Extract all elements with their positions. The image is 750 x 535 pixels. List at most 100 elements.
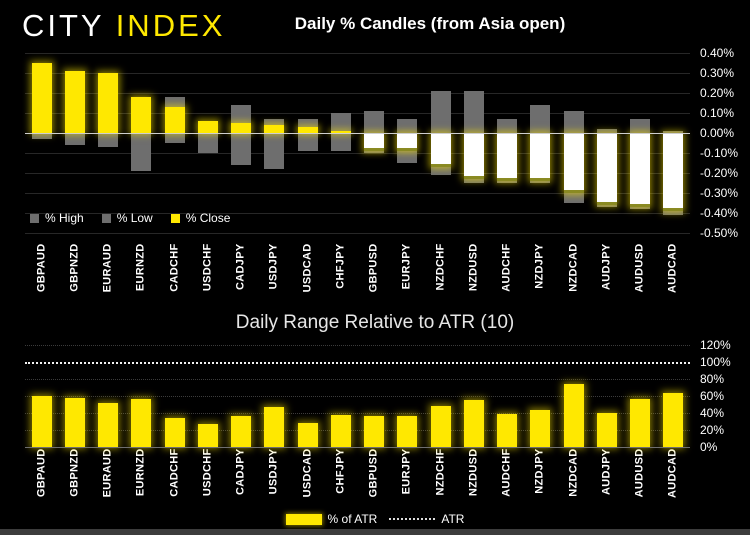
gridline-0.00% xyxy=(25,133,690,134)
bottom-chart-title: Daily Range Relative to ATR (10) xyxy=(0,312,750,334)
candle-close-NZDCAD xyxy=(564,133,584,193)
atr-bar-GBPNZD xyxy=(65,398,85,447)
atr-bar-AUDCAD xyxy=(663,393,683,447)
candle-close-NZDJPY xyxy=(530,133,550,181)
y-axis-tick-label: 0.30% xyxy=(700,66,748,80)
candle-close-NZDCHF xyxy=(431,133,451,167)
atr-gridline-0% xyxy=(25,447,690,448)
gridline--0.50% xyxy=(25,233,690,234)
x-axis-label-EURJPY: EURJPY xyxy=(401,449,414,507)
candle-close-EURJPY xyxy=(397,133,417,151)
atr-bar-GBPUSD xyxy=(364,416,384,447)
x-axis-label-EURAUD: EURAUD xyxy=(102,244,115,302)
bottom-atr-chart xyxy=(25,345,690,447)
x-axis-label-CHFJPY: CHFJPY xyxy=(334,244,347,302)
legend-item-low: % Low xyxy=(102,211,153,225)
x-axis-label-CADJPY: CADJPY xyxy=(235,449,248,507)
candle-low-USDJPY xyxy=(264,133,284,169)
gridline--0.30% xyxy=(25,193,690,194)
candle-close-AUDUSD xyxy=(630,133,650,207)
x-axis-label-AUDUSD: AUDUSD xyxy=(634,449,647,507)
y-axis-tick-label: -0.40% xyxy=(700,206,748,220)
y-axis-tick-label: 0% xyxy=(700,440,748,454)
x-axis-label-NZDCAD: NZDCAD xyxy=(567,449,580,507)
candle-low-CADJPY xyxy=(231,133,251,165)
x-axis-label-GBPUSD: GBPUSD xyxy=(368,244,381,302)
legend-item-high: % High xyxy=(30,211,84,225)
atr-gridline-120% xyxy=(25,345,690,346)
candle-low-CHFJPY xyxy=(331,133,351,151)
y-axis-tick-label: -0.30% xyxy=(700,186,748,200)
bottom-chart-legend: % of ATR ATR xyxy=(0,512,750,526)
bottom-border-strip xyxy=(0,529,750,535)
atr-bar-NZDCHF xyxy=(431,406,451,447)
legend-low-label: % Low xyxy=(117,211,153,225)
x-axis-label-USDCHF: USDCHF xyxy=(201,244,214,302)
x-axis-label-AUDUSD: AUDUSD xyxy=(634,244,647,302)
logo-city-text: CITY xyxy=(22,8,104,43)
atr-bar-USDCHF xyxy=(198,424,218,447)
high-swatch-icon xyxy=(30,214,39,223)
city-index-logo: CITY INDEX xyxy=(22,8,225,44)
x-axis-label-CADJPY: CADJPY xyxy=(235,244,248,302)
atr-gridline-80% xyxy=(25,379,690,380)
x-axis-label-NZDCAD: NZDCAD xyxy=(567,244,580,302)
y-axis-tick-label: 0.40% xyxy=(700,46,748,60)
y-axis-tick-label: 40% xyxy=(700,406,748,420)
candle-close-AUDCHF xyxy=(497,133,517,181)
candle-high-NZDCAD xyxy=(564,111,584,133)
atr-dotted-line-icon xyxy=(389,518,435,520)
x-axis-label-NZDJPY: NZDJPY xyxy=(534,244,547,302)
legend-item-pct-of-atr: % of ATR xyxy=(286,512,378,526)
legend-item-close: % Close xyxy=(171,211,231,225)
gridline-0.30% xyxy=(25,73,690,74)
candle-high-CHFJPY xyxy=(331,113,351,133)
atr-bar-AUDCHF xyxy=(497,414,517,447)
atr-bar-EURNZD xyxy=(131,399,151,447)
gridline--0.10% xyxy=(25,153,690,154)
atr-gridline-20% xyxy=(25,430,690,431)
candle-close-EURNZD xyxy=(131,97,151,133)
candle-close-EURAUD xyxy=(98,73,118,133)
candle-high-EURJPY xyxy=(397,119,417,133)
y-axis-tick-label: 80% xyxy=(700,372,748,386)
candle-close-CADJPY xyxy=(231,123,251,133)
dashboard-canvas: CITY INDEX Daily % Candles (from Asia op… xyxy=(0,0,750,535)
y-axis-tick-label: 0.10% xyxy=(700,106,748,120)
atr-reference-line xyxy=(25,362,690,364)
atr-bar-CHFJPY xyxy=(331,415,351,447)
top-chart-title: Daily % Candles (from Asia open) xyxy=(230,14,630,34)
x-axis-label-GBPUSD: GBPUSD xyxy=(368,449,381,507)
candle-low-EURAUD xyxy=(98,133,118,147)
close-swatch-icon xyxy=(171,214,180,223)
x-axis-label-EURJPY: EURJPY xyxy=(401,244,414,302)
x-axis-label-EURAUD: EURAUD xyxy=(102,449,115,507)
x-axis-label-AUDJPY: AUDJPY xyxy=(600,244,613,302)
x-axis-label-GBPAUD: GBPAUD xyxy=(35,449,48,507)
candle-high-NZDJPY xyxy=(530,105,550,133)
x-axis-label-AUDCAD: AUDCAD xyxy=(667,449,680,507)
x-axis-label-NZDCHF: NZDCHF xyxy=(434,449,447,507)
x-axis-label-GBPNZD: GBPNZD xyxy=(68,449,81,507)
y-axis-tick-label: 60% xyxy=(700,389,748,403)
low-swatch-icon xyxy=(102,214,111,223)
atr-bar-swatch-icon xyxy=(286,514,322,525)
y-axis-tick-label: -0.50% xyxy=(700,226,748,240)
x-axis-label-USDCHF: USDCHF xyxy=(201,449,214,507)
legend-item-atr: ATR xyxy=(389,512,464,526)
logo-index-text: INDEX xyxy=(116,8,226,43)
x-axis-label-EURNZD: EURNZD xyxy=(135,449,148,507)
gridline-0.20% xyxy=(25,93,690,94)
candle-high-GBPUSD xyxy=(364,111,384,133)
x-axis-label-USDCAD: USDCAD xyxy=(301,449,314,507)
candle-close-USDCHF xyxy=(198,121,218,133)
candle-close-GBPUSD xyxy=(364,133,384,151)
x-axis-label-NZDUSD: NZDUSD xyxy=(467,449,480,507)
y-axis-tick-label: 0.20% xyxy=(700,86,748,100)
candle-high-AUDUSD xyxy=(630,119,650,133)
y-axis-tick-label: 0.00% xyxy=(700,126,748,140)
atr-bar-NZDJPY xyxy=(530,410,550,447)
candle-low-CADCHF xyxy=(165,133,185,143)
x-axis-label-AUDCAD: AUDCAD xyxy=(667,244,680,302)
x-axis-label-USDCAD: USDCAD xyxy=(301,244,314,302)
